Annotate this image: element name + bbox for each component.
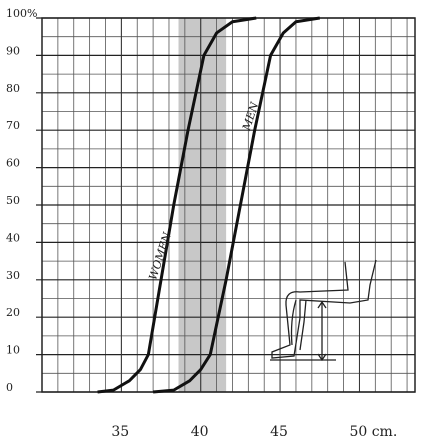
curve <box>152 16 320 394</box>
y-tick-label: 30 <box>6 269 20 282</box>
y-tick-label: 50 <box>6 194 20 207</box>
y-tick-label: 100% <box>6 7 37 20</box>
y-tick-label: 0 <box>6 381 13 394</box>
y-tick-label: 40 <box>6 231 20 244</box>
curve <box>97 16 257 394</box>
y-tick-label: 80 <box>6 82 20 95</box>
x-tick-label: 45 <box>270 424 288 440</box>
x-tick-label: 35 <box>111 424 129 440</box>
y-tick-label: 20 <box>6 306 20 319</box>
curve-label: WOMEN <box>146 230 174 281</box>
plot-frame <box>41 17 416 393</box>
x-tick-label: 50 cm. <box>349 424 397 440</box>
y-tick-label: 70 <box>6 119 20 132</box>
y-tick-label: 60 <box>6 157 20 170</box>
y-tick-label: 90 <box>6 44 20 57</box>
leg-illustration <box>270 259 377 362</box>
y-tick-label: 10 <box>6 344 20 357</box>
x-tick-label: 40 <box>191 424 209 440</box>
